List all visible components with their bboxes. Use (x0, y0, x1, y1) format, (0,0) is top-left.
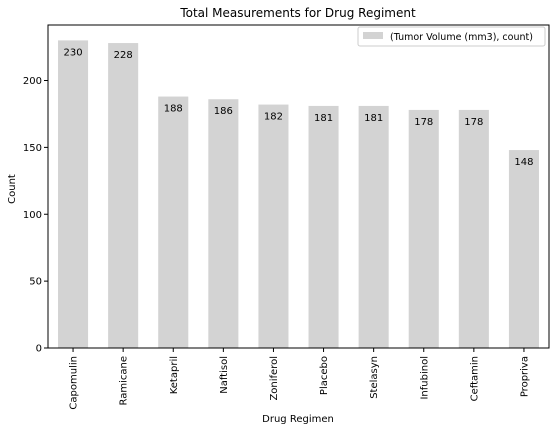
bar-zoniferol (258, 104, 289, 348)
y-tick-label: 0 (36, 344, 42, 355)
bar-naftisol (208, 99, 239, 348)
data-label: 188 (164, 104, 183, 115)
data-label: 228 (114, 50, 133, 61)
data-label: 182 (264, 112, 283, 123)
legend-swatch (363, 32, 383, 39)
bar-capomulin (58, 40, 89, 348)
y-tick-label: 100 (23, 210, 42, 221)
chart-title: Total Measurements for Drug Regiment (179, 6, 416, 20)
bar-infubinol (408, 109, 439, 349)
x-tick-label: Stelasyn (369, 356, 380, 399)
bar-ketapril (158, 96, 189, 348)
data-labels-group: 230 228 188 186 182 181 181 178 178 148 (64, 47, 534, 168)
legend: (Tumor Volume (mm3), count) (357, 26, 546, 47)
bar-propriva (508, 150, 539, 348)
bar-ceftamin (458, 109, 489, 349)
plot-frame (47, 24, 550, 349)
x-tick-label: Ramicane (119, 356, 130, 406)
bar-placebo (308, 105, 339, 349)
legend-box (357, 26, 546, 47)
y-tick-label: 50 (29, 277, 42, 288)
bar-ramicane (108, 43, 139, 348)
x-tick-label: Naftisol (219, 356, 230, 394)
x-tick-label: Capomulin (69, 356, 80, 410)
x-axis-label: Drug Regimen (262, 414, 334, 425)
y-axis: 0 50 100 150 200 (23, 76, 48, 355)
data-label: 230 (64, 47, 83, 58)
y-tick-label: 200 (23, 76, 42, 87)
data-label: 148 (514, 157, 533, 168)
bar-stelasyn (358, 105, 389, 349)
x-tick-label: Ketapril (169, 356, 180, 394)
x-tick-label: Infubinol (419, 356, 430, 400)
y-axis-label: Count (7, 174, 18, 204)
data-label: 178 (464, 117, 483, 128)
y-tick-label: 150 (23, 143, 42, 154)
data-label: 181 (364, 113, 383, 124)
x-tick-label: Placebo (319, 356, 330, 395)
data-label: 178 (414, 117, 433, 128)
x-axis: Capomulin Ramicane Ketapril Naftisol Zonifer… (69, 348, 530, 410)
data-label: 181 (314, 113, 333, 124)
legend-label: (Tumor Volume (mm3), count) (390, 32, 533, 43)
bars-group (58, 40, 539, 349)
x-tick-label: Ceftamin (469, 356, 480, 401)
x-tick-label: Propriva (519, 356, 530, 397)
x-tick-label: Zoniferol (269, 356, 280, 401)
data-label: 186 (214, 106, 233, 117)
